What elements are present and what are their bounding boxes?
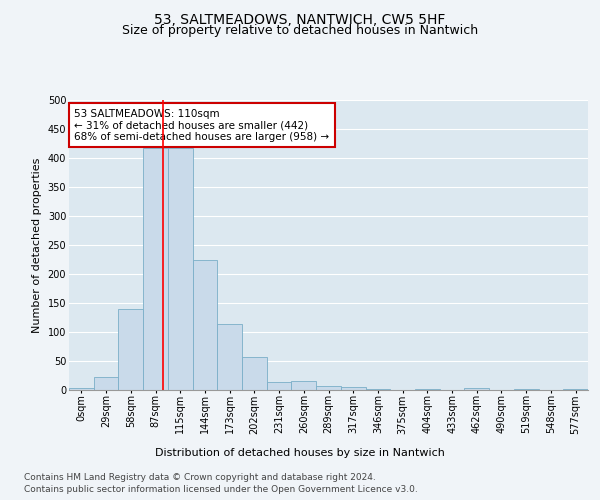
- Text: Contains HM Land Registry data © Crown copyright and database right 2024.: Contains HM Land Registry data © Crown c…: [24, 472, 376, 482]
- Bar: [217, 324, 242, 390]
- Bar: [514, 389, 539, 390]
- Text: 53, SALTMEADOWS, NANTWICH, CW5 5HF: 53, SALTMEADOWS, NANTWICH, CW5 5HF: [154, 12, 446, 26]
- Bar: [118, 310, 143, 390]
- Bar: [143, 148, 168, 390]
- Bar: [341, 387, 365, 390]
- Bar: [94, 377, 118, 390]
- Bar: [193, 260, 217, 390]
- Bar: [242, 357, 267, 390]
- Bar: [563, 389, 588, 390]
- Text: Size of property relative to detached houses in Nantwich: Size of property relative to detached ho…: [122, 24, 478, 37]
- Bar: [365, 389, 390, 390]
- Text: Distribution of detached houses by size in Nantwich: Distribution of detached houses by size …: [155, 448, 445, 458]
- Text: Contains public sector information licensed under the Open Government Licence v3: Contains public sector information licen…: [24, 485, 418, 494]
- Y-axis label: Number of detached properties: Number of detached properties: [32, 158, 42, 332]
- Bar: [464, 388, 489, 390]
- Bar: [69, 388, 94, 390]
- Bar: [168, 148, 193, 390]
- Bar: [267, 382, 292, 390]
- Text: 53 SALTMEADOWS: 110sqm
← 31% of detached houses are smaller (442)
68% of semi-de: 53 SALTMEADOWS: 110sqm ← 31% of detached…: [74, 108, 329, 142]
- Bar: [292, 382, 316, 390]
- Bar: [316, 386, 341, 390]
- Bar: [415, 389, 440, 390]
